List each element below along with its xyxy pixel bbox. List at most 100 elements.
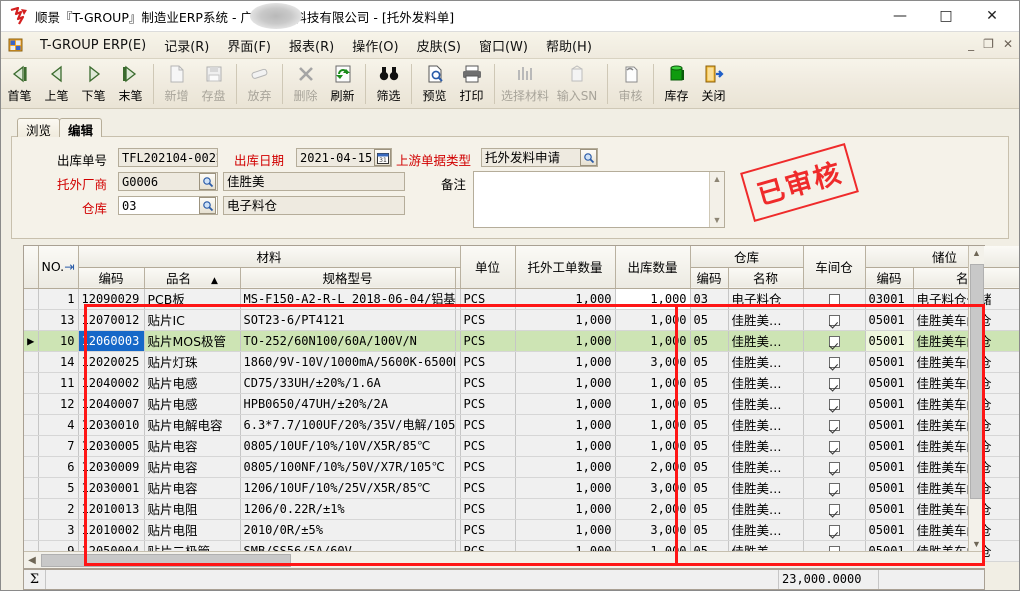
vertical-scroll-thumb[interactable] [970, 264, 984, 499]
material-detail-grid[interactable]: NO.⇥ 材料 单位 托外工单数量 出库数量 仓库 车间仓 储位 编码 品名 ▲ [23, 245, 1019, 569]
cell-material-code[interactable]: 12030009 [78, 456, 145, 478]
mdi-minimize-button[interactable]: _ [968, 37, 975, 51]
cell-material-code[interactable]: 12030010 [78, 414, 145, 436]
cell-shop-warehouse-checkbox[interactable] [803, 456, 866, 478]
toolbar-filter[interactable]: 筛选 [370, 62, 407, 107]
cell-warehouse-name[interactable]: 佳胜美… [728, 330, 804, 352]
cell-material-spec[interactable]: SOT23-6/PT4121 [240, 309, 456, 331]
cell-material-code[interactable]: 12090029 [78, 288, 145, 310]
cell-material-spec[interactable]: 0805/100NF/10%/50V/X7R/105℃ [240, 456, 456, 478]
cell-location-name[interactable]: 佳胜美车间仓 [913, 477, 1019, 499]
cell-shop-warehouse-checkbox[interactable] [803, 519, 866, 541]
grid-header-loc-code[interactable]: 编码 [865, 267, 914, 289]
cell-shop-warehouse-checkbox[interactable] [803, 435, 866, 457]
scroll-left-icon[interactable]: ◀ [28, 554, 36, 566]
horizontal-scroll-thumb[interactable] [41, 554, 291, 567]
cell-material-name[interactable]: 贴片电阻 [144, 519, 241, 541]
cell-warehouse-code[interactable]: 05 [690, 498, 729, 520]
cell-wo-qty[interactable]: 1,000 [515, 288, 616, 310]
table-row[interactable]: 11 12040002 贴片电感 CD75/33UH/±20%/1.6A PCS 1,00… [24, 372, 1019, 394]
toolbar-print[interactable]: 打印 [453, 62, 490, 107]
cell-shop-warehouse-checkbox[interactable] [803, 330, 866, 352]
cell-wo-qty[interactable]: 1,000 [515, 498, 616, 520]
checkbox-checked-icon[interactable] [828, 503, 840, 515]
table-row[interactable]: 1 12090029 PCB板 MS-F150-A2-R-L 2018-06-04/铝… [24, 288, 1019, 310]
mdi-close-button[interactable]: ✕ [1002, 37, 1013, 51]
cell-warehouse-code[interactable]: 05 [690, 477, 729, 499]
cell-material-spec[interactable]: TO-252/60N100/60A/100V/N [240, 330, 456, 352]
grid-header-spec[interactable]: 规格型号 [240, 267, 456, 289]
cell-location-code[interactable]: 03001 [865, 288, 914, 310]
toolbar-input-sn[interactable]: 输入SN [551, 62, 603, 107]
cell-shop-warehouse-checkbox[interactable] [803, 288, 866, 310]
cell-out-qty[interactable]: 3,000 [615, 477, 691, 499]
menu-item-help[interactable]: 帮助(H) [545, 39, 592, 55]
cell-location-name[interactable]: 佳胜美车间仓 [913, 414, 1019, 436]
toolbar-select-material[interactable]: 选择材料 [499, 62, 551, 107]
pin-icon[interactable]: ⇥ [64, 259, 75, 275]
cell-out-qty[interactable]: 1,000 [615, 288, 691, 310]
cell-material-code[interactable]: 12010002 [78, 519, 145, 541]
table-row[interactable]: ▶ 10 12060003 贴片MOS极管 TO-252/60N100/60A/100V… [24, 330, 1019, 352]
cell-material-code[interactable]: 12020025 [78, 351, 145, 373]
table-row[interactable]: 6 12030009 贴片电容 0805/100NF/10%/50V/X7R/105℃… [24, 456, 1019, 478]
lookup-search-icon[interactable] [199, 173, 216, 190]
cell-warehouse-name[interactable]: 佳胜美… [728, 414, 804, 436]
cell-warehouse-code[interactable]: 05 [690, 456, 729, 478]
cell-location-name[interactable]: 佳胜美车间仓 [913, 372, 1019, 394]
cell-material-spec[interactable]: 0805/10UF/10%/10V/X5R/85℃ [240, 435, 456, 457]
cell-warehouse-code[interactable]: 03 [690, 288, 729, 310]
notes-scrollbar[interactable]: ▲ ▼ [709, 172, 724, 227]
toolbar-first-record[interactable]: 首笔 [1, 62, 38, 107]
maximize-button[interactable]: □ [939, 8, 953, 24]
scroll-up-icon[interactable]: ▲ [712, 174, 722, 184]
cell-material-code[interactable]: 12010013 [78, 498, 145, 520]
cell-out-qty[interactable]: 1,000 [615, 435, 691, 457]
tab-edit[interactable]: 编辑 [59, 118, 103, 138]
cell-warehouse-code[interactable]: 05 [690, 393, 729, 415]
toolbar-prev-record[interactable]: 上笔 [38, 62, 75, 107]
lookup-search-icon[interactable] [199, 197, 216, 214]
menu-item-actions[interactable]: 操作(O) [352, 39, 399, 55]
cell-location-name[interactable]: 佳胜美车间仓 [913, 456, 1019, 478]
window-menu-icon[interactable] [8, 37, 24, 53]
cell-location-name[interactable]: 佳胜美车间仓 [913, 393, 1019, 415]
cell-warehouse-name[interactable]: 佳胜美… [728, 393, 804, 415]
lookup-search-icon[interactable] [580, 149, 597, 166]
cell-location-code[interactable]: 05001 [865, 309, 914, 331]
scroll-down-icon[interactable]: ▼ [972, 539, 981, 549]
grid-vertical-scrollbar[interactable]: ▲ ▼ [968, 246, 984, 551]
cell-shop-warehouse-checkbox[interactable] [803, 477, 866, 499]
cell-location-name[interactable]: 佳胜美车间仓 [913, 309, 1019, 331]
cell-material-name[interactable]: 贴片灯珠 [144, 351, 241, 373]
mdi-restore-button[interactable]: ❐ [983, 37, 994, 51]
toolbar-delete[interactable]: 删除 [287, 62, 324, 107]
cell-material-name[interactable]: 贴片电阻 [144, 498, 241, 520]
cell-warehouse-name[interactable]: 佳胜美… [728, 477, 804, 499]
cell-out-qty[interactable]: 3,000 [615, 519, 691, 541]
menu-item-reports[interactable]: 报表(R) [289, 39, 335, 55]
cell-material-name[interactable]: 贴片MOS极管 [144, 330, 241, 352]
grid-header-out-qty[interactable]: 出库数量 [615, 246, 691, 289]
scroll-up-icon[interactable]: ▲ [972, 248, 981, 258]
toolbar-preview[interactable]: 预览 [416, 62, 453, 107]
menu-item-erp[interactable]: T-GROUP ERP(E) [40, 37, 147, 53]
menu-item-skins[interactable]: 皮肤(S) [416, 39, 461, 55]
cell-warehouse-code[interactable]: 05 [690, 435, 729, 457]
grid-header-spec-resizer[interactable]: ⋮ [455, 267, 461, 289]
cell-wo-qty[interactable]: 1,000 [515, 330, 616, 352]
cell-shop-warehouse-checkbox[interactable] [803, 498, 866, 520]
checkbox-checked-icon[interactable] [828, 461, 840, 473]
doc-no-field[interactable]: TFL202104-0022 [118, 148, 218, 167]
checkbox-checked-icon[interactable] [828, 314, 840, 326]
calendar-icon[interactable]: 31 [374, 149, 391, 166]
cell-warehouse-code[interactable]: 05 [690, 519, 729, 541]
cell-location-code[interactable]: 05001 [865, 435, 914, 457]
grid-header-wh-code[interactable]: 编码 [690, 267, 729, 289]
toolbar-new[interactable]: 新增 [158, 62, 195, 107]
cell-out-qty[interactable]: 1,000 [615, 393, 691, 415]
toolbar-save[interactable]: 存盘 [195, 62, 232, 107]
toolbar-last-record[interactable]: 末笔 [112, 62, 149, 107]
toolbar-close[interactable]: 关闭 [695, 62, 732, 107]
toolbar-audit[interactable]: 审核 [612, 62, 649, 107]
